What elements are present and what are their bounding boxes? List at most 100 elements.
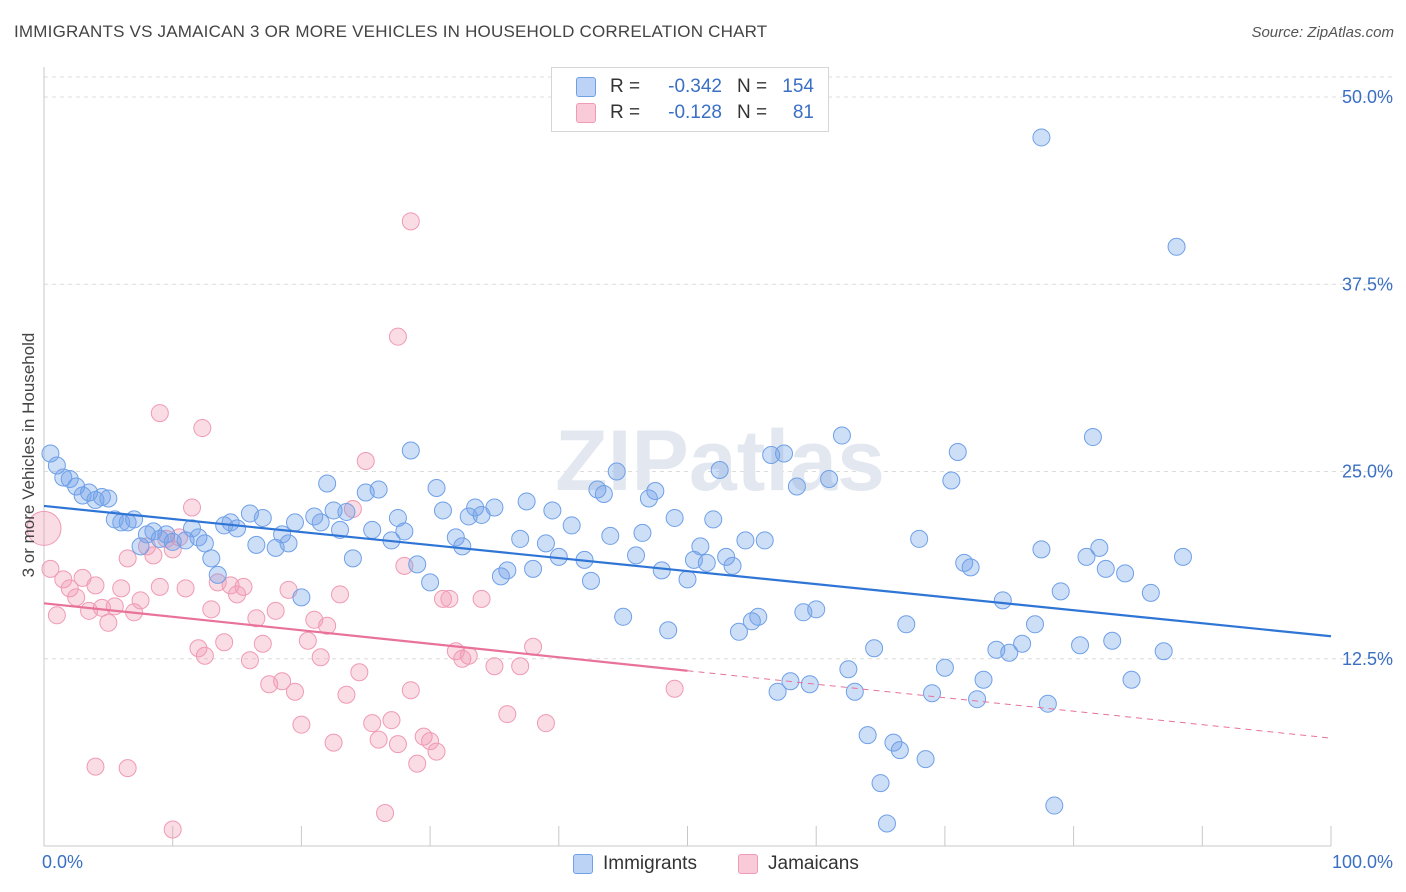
immigrants-point — [408, 555, 427, 574]
legend-jamaicans[interactable]: Jamaicans — [738, 852, 859, 876]
jamaicans-point — [247, 609, 266, 628]
immigrants-point — [845, 682, 864, 701]
jamaicans-point — [176, 579, 195, 598]
jamaicans-point — [472, 589, 491, 608]
jamaicans-point — [150, 404, 169, 423]
immigrants-point — [524, 559, 543, 578]
jamaicans-point — [47, 606, 66, 625]
immigrants-point — [459, 507, 478, 526]
immigrants-point — [749, 607, 768, 626]
immigrants-point — [659, 621, 678, 640]
jamaicans-point — [408, 754, 427, 773]
immigrants-point — [466, 498, 485, 517]
immigrants-point — [710, 461, 729, 480]
jamaicans-point — [324, 733, 343, 752]
immigrants-point — [253, 508, 272, 527]
jamaicans-point — [427, 742, 446, 761]
immigrants-point — [1051, 582, 1070, 601]
jamaicans-trend-line — [43, 602, 688, 672]
r-label: R = — [610, 76, 641, 97]
jamaicans-point — [311, 648, 330, 667]
jamaicans-point — [376, 804, 395, 823]
immigrants-point — [1077, 547, 1096, 566]
immigrants-point — [1122, 670, 1141, 689]
y-tick-label: 25.0% — [1342, 462, 1393, 482]
immigrants-point — [427, 478, 446, 497]
immigrants-point — [498, 561, 517, 580]
y-tick-label: 12.5% — [1342, 649, 1393, 669]
immigrants-point — [433, 501, 452, 520]
trend-lines — [43, 504, 1332, 739]
immigrants-points — [41, 128, 1192, 833]
jamaicans-point — [388, 735, 407, 754]
immigrants-point — [961, 558, 980, 577]
legend-immigrants[interactable]: Immigrants — [573, 852, 697, 876]
immigrants-point — [60, 469, 79, 488]
jamaicans-point — [318, 616, 337, 635]
immigrants-point — [768, 682, 787, 701]
immigrants-point — [343, 549, 362, 568]
jamaicans-point — [369, 730, 388, 749]
jamaicans-point — [183, 498, 202, 517]
immigrants-point — [678, 570, 697, 589]
legend-row-immigrants: R = -0.342 N = 154 — [576, 75, 814, 99]
jamaicans-point — [459, 646, 478, 665]
immigrants-point — [601, 526, 620, 545]
immigrants-point — [1032, 540, 1051, 559]
immigrants-point — [562, 516, 581, 535]
immigrants-point — [935, 658, 954, 677]
n-value: 81 — [792, 102, 814, 123]
y-tick-labels: 12.5% 25.0% 37.5% 50.0% — [1342, 87, 1393, 669]
jamaicans-point — [67, 588, 86, 607]
immigrants-point — [1090, 538, 1109, 557]
immigrants-point — [1038, 694, 1057, 713]
immigrants-point — [1025, 615, 1044, 634]
jamaicans-point — [511, 657, 530, 676]
immigrants-point — [92, 487, 111, 506]
jamaicans-point — [524, 637, 543, 656]
immigrants-point — [292, 588, 311, 607]
immigrants-point — [195, 534, 214, 553]
jamaicans-point — [395, 556, 414, 575]
immigrants-point — [646, 481, 665, 500]
immigrants-point — [691, 537, 710, 556]
jamaicans-legend-swatch — [738, 854, 758, 874]
immigrants-point — [787, 477, 806, 496]
jamaicans-point — [350, 663, 369, 682]
jamaicans-point — [26, 510, 62, 546]
jamaicans-point — [337, 685, 356, 704]
immigrants-point — [1045, 796, 1064, 815]
immigrants-point — [1083, 428, 1102, 447]
jamaicans-point — [382, 711, 401, 730]
immigrants-trend-line — [43, 504, 1332, 638]
immigrants-point — [607, 462, 626, 481]
jamaicans-point — [144, 546, 163, 565]
jamaicans-point — [298, 631, 317, 650]
jamaicans-point — [665, 679, 684, 698]
immigrants-point — [594, 484, 613, 503]
immigrants-swatch — [576, 77, 596, 97]
gridlines — [44, 76, 1392, 660]
immigrants-point — [877, 814, 896, 833]
immigrants-point — [897, 615, 916, 634]
x-tick-label-min: 0.0% — [42, 852, 83, 872]
source-label: Source: ZipAtlas.com — [1251, 24, 1394, 41]
immigrants-point — [324, 501, 343, 520]
n-label: N = — [736, 76, 768, 97]
jamaicans-point — [99, 613, 118, 632]
r-value: -0.342 — [668, 76, 722, 97]
immigrants-point — [736, 531, 755, 550]
immigrants-point — [614, 607, 633, 626]
immigrants-point — [157, 525, 176, 544]
jamaicans-point — [421, 732, 440, 751]
jamaicans-points — [26, 212, 684, 839]
immigrants-legend-swatch — [573, 854, 593, 874]
immigrants-point — [717, 547, 736, 566]
jamaicans-point — [498, 705, 517, 724]
immigrants-point — [337, 502, 356, 521]
jamaicans-point — [536, 714, 555, 733]
jamaicans-point — [266, 601, 285, 620]
immigrants-point — [942, 471, 961, 490]
immigrants-point — [723, 556, 742, 575]
immigrants-point — [247, 535, 266, 554]
